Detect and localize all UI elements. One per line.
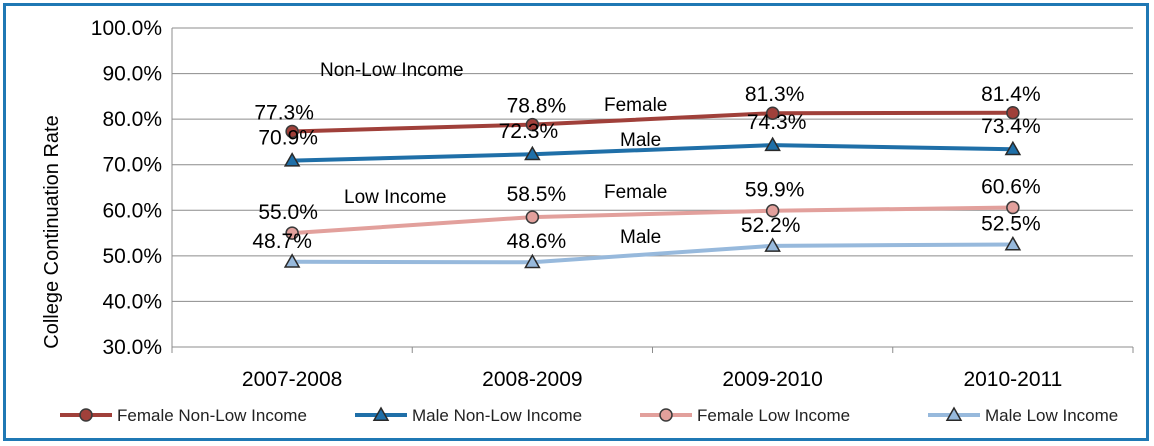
y-tick-label: 60.0% xyxy=(102,199,162,222)
data-point-marker xyxy=(764,237,781,252)
data-point-marker xyxy=(525,117,540,132)
legend: Female Non-Low Income Male Non-Low Income… xyxy=(60,406,1118,425)
legend-entry-label: Female Non-Low Income xyxy=(117,406,307,425)
chart-frame xyxy=(3,3,1149,441)
data-labels: 77.3% 78.8% 81.3% 81.4% 70.9% 72.3% 74.3% 73.4%… xyxy=(252,83,1040,253)
data-label: 77.3% xyxy=(254,101,314,124)
series-markers xyxy=(283,106,1022,269)
annotation-low-income: Low Income xyxy=(344,187,446,208)
data-label: 48.7% xyxy=(252,230,312,253)
y-tick-label: 80.0% xyxy=(102,108,162,131)
legend-swatch-marker xyxy=(945,406,963,421)
annotation-female-non-low: Female xyxy=(604,95,667,116)
x-tick-label: 2007-2008 xyxy=(242,368,342,391)
data-point-marker xyxy=(283,253,301,268)
y-tick-label: 90.0% xyxy=(102,63,162,86)
data-label: 70.9% xyxy=(258,127,318,150)
x-tick-labels: 2007-2008 2008-2009 2009-2010 2010-2011 xyxy=(242,368,1062,391)
data-label: 48.6% xyxy=(507,230,567,253)
y-tick-label: 40.0% xyxy=(102,290,162,313)
data-label: 81.3% xyxy=(745,83,805,106)
data-label: 72.3% xyxy=(499,120,559,143)
y-tick-label: 70.0% xyxy=(102,154,162,177)
data-label: 60.6% xyxy=(981,176,1041,199)
data-label: 55.0% xyxy=(258,201,318,224)
data-point-marker xyxy=(1004,235,1022,251)
y-tick-labels: 30.0% 40.0% 50.0% 60.0% 70.0% 80.0% 90.0% 100.0… xyxy=(91,17,162,359)
x-tick-label: 2010-2011 xyxy=(963,368,1062,391)
data-label: 74.3% xyxy=(747,111,807,134)
data-label: 58.5% xyxy=(507,183,567,206)
series-line xyxy=(292,143,1013,163)
data-point-marker xyxy=(524,253,541,269)
data-point-marker xyxy=(283,152,301,167)
annotation-non-low-income: Non-Low Income xyxy=(320,60,464,81)
data-label: 78.8% xyxy=(507,95,567,118)
data-point-marker xyxy=(524,145,541,161)
y-axis-label: College Continuation Rate xyxy=(41,115,63,349)
data-point-marker xyxy=(765,203,780,218)
data-point-marker xyxy=(525,210,540,224)
series-line xyxy=(292,110,1013,134)
y-tick-label: 100.0% xyxy=(91,17,162,40)
annotation-female-low: Female xyxy=(604,182,667,203)
data-point-marker xyxy=(765,106,780,120)
legend-entry-label: Male Non-Low Income xyxy=(412,406,582,425)
data-label: 73.4% xyxy=(981,115,1041,138)
legend-swatch-marker xyxy=(79,408,93,422)
series-line xyxy=(292,242,1013,265)
x-tick-label: 2009-2010 xyxy=(722,368,822,391)
series-line xyxy=(291,205,1013,236)
legend-swatch-marker xyxy=(372,406,390,421)
legend-swatch-marker xyxy=(659,408,673,422)
annotation-male-low: Male xyxy=(620,227,661,248)
legend-entry-label: Male Low Income xyxy=(985,406,1118,425)
legend-entry-label: Female Low Income xyxy=(697,406,850,425)
series-lines xyxy=(291,110,1013,265)
data-point-marker xyxy=(764,136,781,152)
data-point-marker xyxy=(1004,140,1022,156)
data-label: 59.9% xyxy=(745,179,805,202)
annotations: Non-Low Income Female Male Low Income Fe… xyxy=(320,60,667,248)
y-tick-label: 30.0% xyxy=(102,336,162,359)
y-tick-label: 50.0% xyxy=(102,245,162,268)
data-label: 52.2% xyxy=(741,214,801,237)
annotation-male-non-low: Male xyxy=(620,130,661,151)
data-point-marker xyxy=(1006,200,1020,215)
data-label: 52.5% xyxy=(981,212,1041,235)
data-point-marker xyxy=(1006,106,1020,120)
x-tick-label: 2008-2009 xyxy=(482,368,582,391)
data-point-marker xyxy=(285,124,299,139)
data-point-marker xyxy=(285,226,299,240)
data-label: 81.4% xyxy=(981,83,1041,106)
